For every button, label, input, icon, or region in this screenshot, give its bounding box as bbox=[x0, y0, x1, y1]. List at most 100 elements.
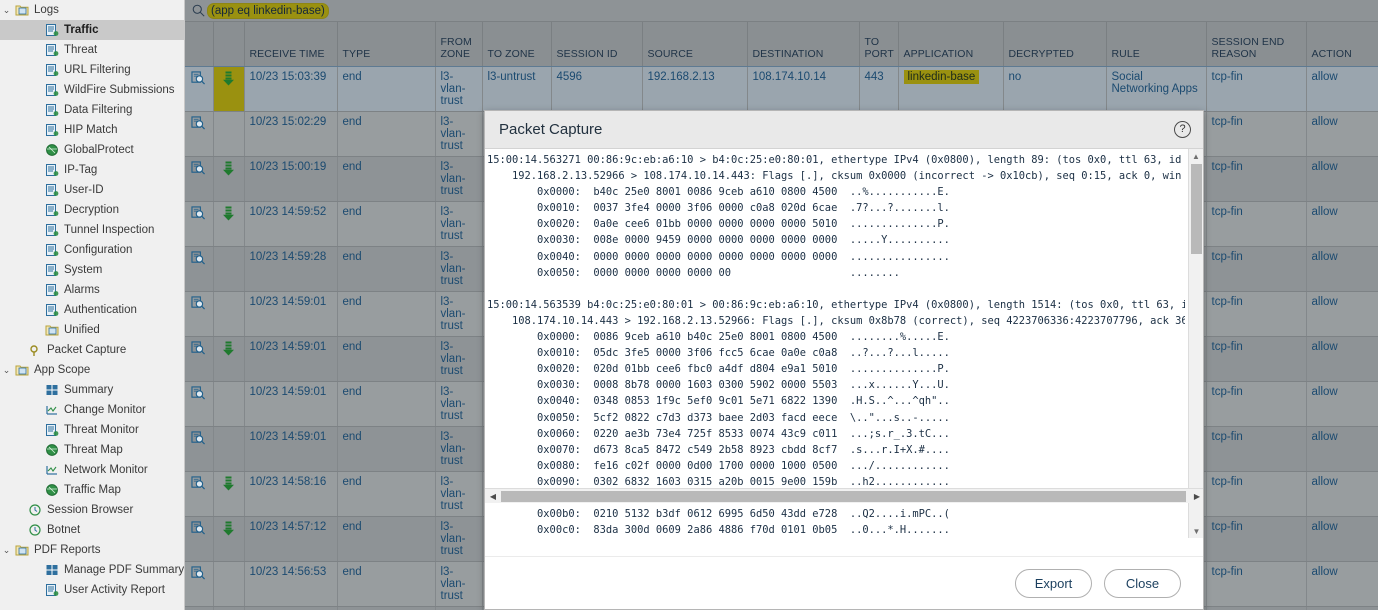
sidebar-item-label: PDF Reports bbox=[34, 544, 101, 556]
sidebar-item-threat[interactable]: Threat bbox=[0, 40, 184, 60]
help-icon[interactable]: ? bbox=[1174, 121, 1191, 138]
packet-capture-pane[interactable]: 15:00:14.563271 00:86:9c:eb:a6:10 > b4:0… bbox=[485, 149, 1185, 538]
sidebar-item-hip-match[interactable]: HIP Match bbox=[0, 120, 184, 140]
packet-capture-download-icon[interactable] bbox=[213, 156, 245, 202]
sidebar-item-unified[interactable]: Unified bbox=[0, 320, 184, 340]
column-header-to-port[interactable]: TO PORT bbox=[859, 22, 899, 67]
sidebar-item-traffic[interactable]: Traffic bbox=[0, 20, 184, 40]
packet-capture-download-icon[interactable] bbox=[213, 516, 245, 562]
packet-capture-download-icon[interactable] bbox=[213, 66, 245, 112]
sidebar-item-user-activity-report[interactable]: User Activity Report bbox=[0, 580, 184, 600]
scroll-down-arrow[interactable]: ▼ bbox=[1192, 526, 1201, 536]
search-icon[interactable] bbox=[189, 4, 207, 17]
horizontal-scrollbar[interactable]: ◀ ▶ bbox=[485, 488, 1203, 503]
log-detail-icon[interactable] bbox=[185, 606, 214, 610]
packet-capture-empty-cell bbox=[213, 426, 245, 472]
sidebar-item-traffic-map[interactable]: Traffic Map bbox=[0, 480, 184, 500]
log-detail-icon[interactable] bbox=[185, 516, 214, 562]
sidebar-item-summary[interactable]: Summary bbox=[0, 380, 184, 400]
log-detail-icon[interactable] bbox=[185, 561, 214, 607]
cell-from-zone: l3-vlan-trust bbox=[435, 66, 483, 112]
packet-capture-download-icon[interactable] bbox=[213, 471, 245, 517]
sidebar-item-logs[interactable]: ⌄ Logs bbox=[0, 0, 184, 20]
export-button[interactable]: Export bbox=[1015, 568, 1092, 598]
table-row[interactable]: 10/23 15:03:39 end l3-vlan-trust l3-untrust… bbox=[185, 66, 1378, 112]
sidebar-item-packet-capture[interactable]: Packet Capture bbox=[0, 340, 184, 360]
sidebar-item-system[interactable]: System bbox=[0, 260, 184, 280]
log-detail-icon[interactable] bbox=[185, 426, 214, 472]
log-detail-icon[interactable] bbox=[185, 381, 214, 427]
sidebar[interactable]: ⌄ Logs Traffic Threat URL Filtering WildFire … bbox=[0, 0, 185, 610]
cell-from-zone: l3-vlan-trust bbox=[435, 336, 483, 382]
log-detail-icon[interactable] bbox=[185, 111, 214, 157]
column-header-blank-0[interactable] bbox=[185, 22, 214, 67]
sidebar-item-label: App Scope bbox=[34, 364, 91, 376]
sidebar-item-pdf-reports[interactable]: ⌄ PDF Reports bbox=[0, 540, 184, 560]
column-header-rule[interactable]: RULE bbox=[1106, 22, 1207, 67]
column-header-receive-time[interactable]: RECEIVE TIME bbox=[244, 22, 338, 67]
sidebar-item-url-filtering[interactable]: URL Filtering bbox=[0, 60, 184, 80]
vertical-scrollbar[interactable]: ▲ ▼ bbox=[1188, 149, 1203, 538]
sidebar-item-decryption[interactable]: Decryption bbox=[0, 200, 184, 220]
cell-session-end-reason: tcp-fin bbox=[1206, 246, 1307, 292]
column-header-blank-1[interactable] bbox=[213, 22, 245, 67]
dialog-title: Packet Capture bbox=[499, 121, 603, 138]
log-detail-icon[interactable] bbox=[185, 336, 214, 382]
sidebar-item-authentication[interactable]: Authentication bbox=[0, 300, 184, 320]
close-button[interactable]: Close bbox=[1104, 568, 1181, 598]
sidebar-item-label: Change Monitor bbox=[64, 404, 146, 416]
chevron-down-icon[interactable]: ⌄ bbox=[2, 544, 11, 555]
packet-capture-download-icon[interactable] bbox=[213, 336, 245, 382]
scroll-right-arrow[interactable]: ▶ bbox=[1193, 491, 1201, 501]
packet-capture-download-icon[interactable] bbox=[213, 201, 245, 247]
cell-receive-time: 10/23 14:57:12 bbox=[244, 516, 338, 562]
sidebar-item-wildfire-submissions[interactable]: WildFire Submissions bbox=[0, 80, 184, 100]
sidebar-item-change-monitor[interactable]: Change Monitor bbox=[0, 400, 184, 420]
sidebar-item-alarms[interactable]: Alarms bbox=[0, 280, 184, 300]
sidebar-item-network-monitor[interactable]: Network Monitor bbox=[0, 460, 184, 480]
cell-session-end-reason: tcp-fin bbox=[1206, 381, 1307, 427]
column-header-decrypted[interactable]: DECRYPTED bbox=[1003, 22, 1107, 67]
column-header-type[interactable]: TYPE bbox=[337, 22, 436, 67]
log-detail-icon[interactable] bbox=[185, 471, 214, 517]
sidebar-item-configuration[interactable]: Configuration bbox=[0, 240, 184, 260]
sidebar-item-session-browser[interactable]: Session Browser bbox=[0, 500, 184, 520]
column-header-source[interactable]: SOURCE bbox=[642, 22, 748, 67]
cell-receive-time: 10/23 14:59:01 bbox=[244, 336, 338, 382]
column-header-session-end-reason[interactable]: SESSION END REASON bbox=[1206, 22, 1307, 67]
column-header-destination[interactable]: DESTINATION bbox=[747, 22, 860, 67]
packet-capture-dialog[interactable]: Packet Capture ? 15:00:14.563271 00:86:9… bbox=[484, 110, 1204, 610]
sidebar-item-botnet[interactable]: Botnet bbox=[0, 520, 184, 540]
log-detail-icon[interactable] bbox=[185, 66, 214, 112]
scroll-up-arrow[interactable]: ▲ bbox=[1192, 151, 1200, 161]
search-bar[interactable]: (app eq linkedin-base) bbox=[185, 0, 1378, 22]
column-header-from-zone[interactable]: FROM ZONE bbox=[435, 22, 483, 67]
sidebar-item-tunnel-inspection[interactable]: Tunnel Inspection bbox=[0, 220, 184, 240]
column-header-application[interactable]: APPLICATION bbox=[898, 22, 1004, 67]
vertical-scroll-thumb[interactable] bbox=[1191, 164, 1202, 254]
sidebar-item-label: GlobalProtect bbox=[64, 144, 134, 156]
column-header-action[interactable]: ACTION bbox=[1306, 22, 1378, 67]
search-input[interactable]: (app eq linkedin-base) bbox=[207, 2, 329, 19]
sidebar-item-threat-monitor[interactable]: Threat Monitor bbox=[0, 420, 184, 440]
packet-capture-download-icon[interactable] bbox=[213, 606, 245, 610]
threat-monitor-icon bbox=[43, 423, 60, 437]
sidebar-item-ip-tag[interactable]: IP-Tag bbox=[0, 160, 184, 180]
sidebar-item-globalprotect[interactable]: GlobalProtect bbox=[0, 140, 184, 160]
log-detail-icon[interactable] bbox=[185, 201, 214, 247]
log-detail-icon[interactable] bbox=[185, 291, 214, 337]
column-header-session-id[interactable]: SESSION ID bbox=[551, 22, 643, 67]
sidebar-item-manage-pdf-summary[interactable]: Manage PDF Summary bbox=[0, 560, 184, 580]
scroll-left-arrow[interactable]: ◀ bbox=[489, 491, 497, 501]
log-detail-icon[interactable] bbox=[185, 156, 214, 202]
horizontal-scroll-thumb[interactable] bbox=[501, 491, 1186, 502]
sidebar-item-threat-map[interactable]: Threat Map bbox=[0, 440, 184, 460]
cell-type: end bbox=[337, 381, 436, 427]
chevron-down-icon[interactable]: ⌄ bbox=[2, 4, 11, 15]
sidebar-item-user-id[interactable]: User-ID bbox=[0, 180, 184, 200]
column-header-to-zone[interactable]: TO ZONE bbox=[482, 22, 552, 67]
chevron-down-icon[interactable]: ⌄ bbox=[2, 364, 11, 375]
sidebar-item-app-scope[interactable]: ⌄ App Scope bbox=[0, 360, 184, 380]
log-detail-icon[interactable] bbox=[185, 246, 214, 292]
sidebar-item-data-filtering[interactable]: Data Filtering bbox=[0, 100, 184, 120]
